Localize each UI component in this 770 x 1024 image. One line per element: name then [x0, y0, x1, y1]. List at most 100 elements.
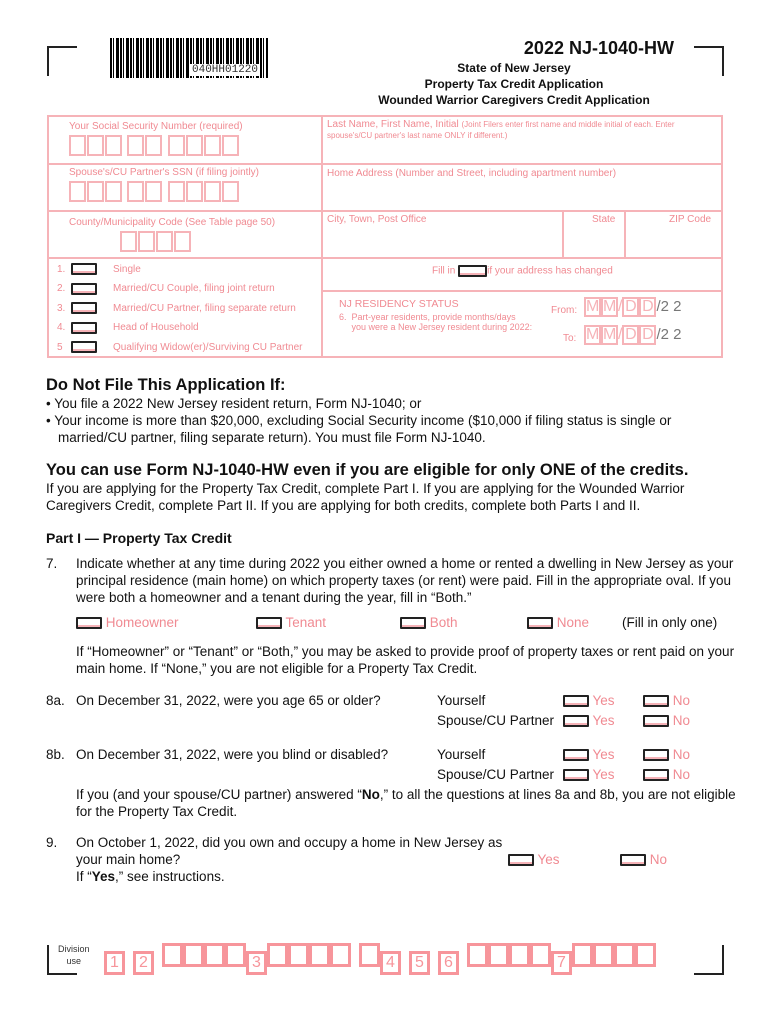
filing-status-1[interactable]: 1. Single: [57, 263, 141, 275]
option-homeowner[interactable]: Homeowner: [76, 614, 179, 631]
corner-mark: [694, 945, 724, 975]
residency-text: 6. Part-year residents, provide months/d…: [339, 312, 533, 332]
name-label: Last Name, First Name, Initial (Joint Fi…: [327, 119, 675, 140]
division-box: 4: [380, 951, 401, 975]
q8a-text: On December 31, 2022, were you age 65 or…: [76, 693, 381, 708]
q8a-yourself-no-option[interactable]: No: [643, 692, 690, 709]
name-input[interactable]: [325, 145, 721, 161]
do-not-file-bullets: • You file a 2022 New Jersey resident re…: [46, 396, 672, 445]
division-box: [225, 943, 246, 967]
filing-status-4[interactable]: 4. Head of Household: [57, 321, 199, 334]
filing-oval[interactable]: [71, 321, 97, 334]
do-not-file-heading: Do Not File This Application If:: [46, 376, 286, 394]
division-use-label: Division use: [58, 944, 90, 966]
filing-status-3[interactable]: 3. Married/CU Partner, filing separate re…: [57, 302, 296, 314]
address-changed-oval[interactable]: [458, 265, 488, 277]
q8b-yourself-label: Yourself: [437, 747, 486, 762]
spouse-ssn-label: Spouse's/CU Partner's SSN (if filing joi…: [69, 167, 259, 178]
division-box: [509, 943, 530, 967]
division-box: [572, 943, 593, 967]
division-box: 1: [104, 951, 125, 975]
division-box: [488, 943, 509, 967]
from-label: From:: [551, 305, 578, 316]
can-use-heading: You can use Form NJ-1040-HW even if you …: [46, 461, 689, 479]
q8-note: If you (and your spouse/CU partner) answ…: [76, 787, 736, 819]
from-date-input[interactable]: M M / D D/2 2: [584, 297, 682, 317]
filing-oval[interactable]: [71, 302, 97, 314]
division-box: [267, 943, 288, 967]
state-input[interactable]: [566, 229, 622, 255]
division-box: 3: [246, 951, 267, 975]
filing-status-5[interactable]: 5 Qualifying Widow(er)/Surviving CU Partn…: [57, 341, 303, 353]
division-box: [614, 943, 635, 967]
division-group-5: 5: [409, 951, 430, 975]
q8a-spouse-no-option[interactable]: No: [643, 712, 690, 729]
division-group-6: 6: [438, 951, 459, 975]
filing-oval[interactable]: [71, 263, 97, 275]
zip-label: ZIP Code: [669, 214, 712, 225]
q9-number: 9.: [46, 835, 58, 850]
corner-mark: [694, 46, 724, 76]
can-use-text: If you are applying for the Property Tax…: [46, 481, 685, 513]
division-box: [162, 943, 183, 967]
q8b-yourself-yes-option[interactable]: Yes: [563, 746, 615, 763]
division-box: 6: [438, 951, 459, 975]
state-label: State: [592, 214, 616, 225]
part1-heading: Part I — Property Tax Credit: [46, 530, 232, 546]
q8a-yourself-label: Yourself: [437, 693, 486, 708]
address-input[interactable]: [325, 183, 721, 207]
form-title: 2022 NJ-1040-HW: [523, 38, 674, 58]
residency-title: NJ RESIDENCY STATUS: [339, 298, 459, 310]
q8b-number: 8b.: [46, 747, 65, 762]
zip-input[interactable]: [628, 229, 720, 255]
state-name: State of New Jersey: [457, 61, 571, 75]
spouse-ssn-input[interactable]: [69, 181, 240, 207]
city-input[interactable]: [325, 229, 559, 255]
fill-only-one: (Fill in only one): [622, 615, 718, 630]
division-group-3: 3: [162, 943, 351, 975]
q8b-text: On December 31, 2022, were you blind or …: [76, 747, 389, 762]
division-box: [204, 943, 225, 967]
q8b-spouse-no-option[interactable]: No: [643, 766, 690, 783]
division-box: [183, 943, 204, 967]
division-group-2: 2: [133, 951, 154, 975]
to-date-input[interactable]: M M / D D/2 2: [584, 325, 682, 345]
q7-number: 7.: [46, 556, 58, 571]
division-box: [635, 943, 656, 967]
ssn-input[interactable]: [69, 135, 240, 161]
filing-oval[interactable]: [71, 282, 97, 295]
corner-mark: [47, 46, 77, 76]
division-box: [467, 943, 488, 967]
division-box: [330, 943, 351, 967]
q9-no-option[interactable]: No: [620, 851, 667, 868]
division-group-1: 1: [104, 951, 125, 975]
county-code-input[interactable]: [120, 231, 192, 257]
division-box: [309, 943, 330, 967]
ssn-label: Your Social Security Number (required): [69, 121, 243, 132]
q9-yes-option[interactable]: Yes: [508, 851, 560, 868]
division-box: [359, 943, 380, 967]
option-none[interactable]: None: [527, 614, 589, 631]
barcode-number: 040HH01220: [190, 64, 261, 76]
filing-oval[interactable]: [71, 341, 97, 353]
address-label: Home Address (Number and Street, includi…: [327, 168, 617, 179]
q8a-number: 8a.: [46, 693, 65, 708]
subtitle-1: Property Tax Credit Application: [424, 77, 604, 91]
q9-text: On October 1, 2022, did you own and occu…: [76, 835, 503, 884]
taxpayer-info-form: Your Social Security Number (required) L…: [47, 115, 723, 358]
address-changed: Fill in if your address has changed: [432, 265, 613, 277]
division-box: 7: [551, 951, 572, 975]
q8a-spouse-yes-option[interactable]: Yes: [563, 712, 615, 729]
division-box: 5: [409, 951, 430, 975]
city-label: City, Town, Post Office: [327, 214, 427, 225]
filing-status-2[interactable]: 2. Married/CU Couple, filing joint return: [57, 282, 275, 295]
q7-text: Indicate whether at any time during 2022…: [76, 556, 734, 605]
division-group-4: 4: [359, 943, 401, 975]
q8b-spouse-yes-option[interactable]: Yes: [563, 766, 615, 783]
option-both[interactable]: Both: [400, 614, 458, 631]
q8a-yourself-yes-option[interactable]: Yes: [563, 692, 615, 709]
subtitle-2: Wounded Warrior Caregivers Credit Applic…: [378, 93, 650, 107]
q8b-yourself-no-option[interactable]: No: [643, 746, 690, 763]
option-tenant[interactable]: Tenant: [256, 614, 326, 631]
